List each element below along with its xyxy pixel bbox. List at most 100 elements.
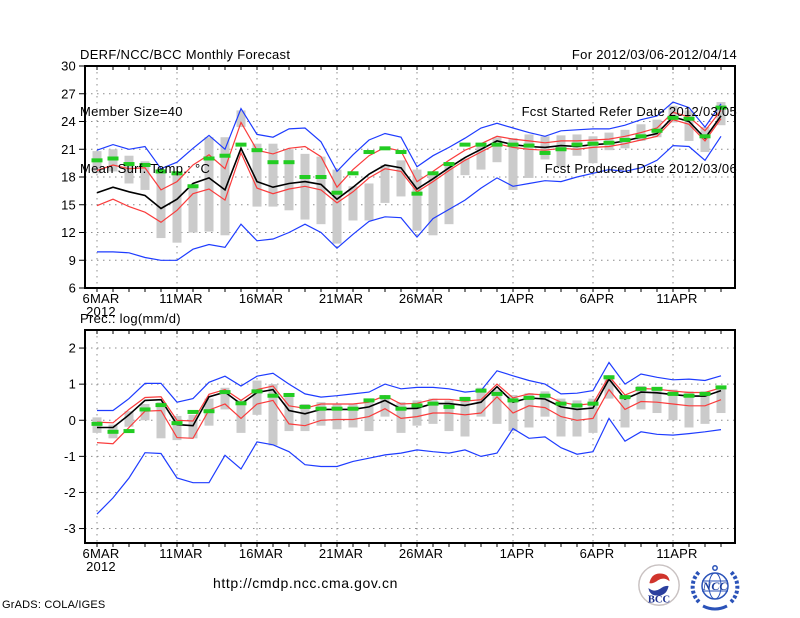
prec-chart-spread-bar — [620, 394, 630, 428]
prec-chart-spread-bar — [172, 415, 182, 441]
prec-chart-spread-bar — [412, 400, 422, 426]
temp-chart-spread-bar — [124, 155, 134, 184]
temp-chart-series — [96, 101, 722, 261]
temp-chart-spread-bar — [236, 110, 246, 128]
prec-chart-ytick-label: 1 — [69, 377, 76, 392]
grads-credit-text: GrADS: COLA/IGES — [2, 599, 106, 611]
prec-chart-spread-bar — [220, 387, 230, 410]
forecast-range-label: For 2012/03/06-2012/04/14 — [571, 47, 737, 62]
prec-chart-series — [96, 361, 722, 515]
temp-chart-ytick-label: 27 — [61, 86, 76, 101]
prec-chart-spread-bar — [268, 384, 278, 446]
prec-chart-spread-bar — [540, 391, 550, 417]
temp-chart-xtick-label: 11MAR — [159, 291, 202, 306]
prec-chart-spread-bar — [492, 389, 502, 424]
source-url-text: http://cmdp.ncc.cma.gov.cn — [213, 575, 398, 591]
temp-chart-ytick-label: 30 — [61, 59, 76, 74]
prec-chart-spread-bar — [572, 400, 582, 437]
bcc-logo-ring — [638, 564, 680, 606]
temp-chart-spread-bar — [204, 137, 214, 232]
temp-chart-xtick-label: 26MAR — [399, 291, 443, 306]
bcc-logo-text: BCC — [648, 594, 670, 605]
prec-chart-spread-bar — [556, 398, 566, 437]
prec-chart-spread-bar — [140, 404, 150, 421]
temp-chart-ytick-label: 6 — [69, 281, 76, 296]
temp-chart-spread-bar — [188, 186, 198, 233]
prec-chart-series-ens-min — [96, 417, 722, 515]
temp-chart-xtick-label: 16MAR — [239, 291, 283, 306]
temp-chart-series-plus-sigma — [96, 110, 722, 191]
prec-chart-spread-bar — [636, 385, 646, 410]
ncc-logo-text: NCC — [702, 579, 729, 593]
temp-chart-spread-bar — [412, 169, 422, 231]
prec-chart-spread-bar — [124, 411, 134, 427]
ncc-logo-ribbon — [702, 604, 728, 611]
prec-chart-series-plus-sigma — [96, 375, 722, 424]
prec-chart-spread-bar — [588, 398, 598, 433]
temp-chart-ytick-label: 9 — [69, 253, 76, 268]
temp-chart-spread-bar — [588, 136, 598, 164]
prec-chart-spread-bar — [332, 404, 342, 430]
prec-chart-spread-bar — [188, 414, 198, 439]
bcc-logo-red-swirl — [649, 573, 670, 584]
temp-chart-spread-bar — [268, 143, 278, 207]
prec-chart-spread-bar — [380, 394, 390, 417]
figure-title: DERF/NCC/BCC Monthly Forecast — [80, 47, 291, 62]
temp-chart-axis: 6 9 12 15 18 21 24 27 30 6MAR 11MAR 16MAR 21MAR 26MAR… — [61, 59, 736, 319]
temp-chart-climatology-dashes — [91, 105, 727, 196]
temp-chart-frame — [84, 65, 736, 289]
ncc-logo-meridian — [708, 572, 722, 600]
prec-chart-spread-bar — [460, 396, 470, 437]
temp-chart-spread-bar — [172, 172, 182, 243]
temp-chart-spread-bar — [252, 143, 262, 207]
temp-chart-spread-bar — [396, 160, 406, 197]
temp-chart-series-ens-min — [97, 135, 722, 261]
prec-chart-spread-bar — [668, 389, 678, 421]
member-size-label: Member Size=40 — [80, 104, 183, 119]
temp-chart-xtick-label: 21MAR — [319, 291, 363, 306]
prec-chart-series-minus-sigma — [96, 388, 722, 445]
temp-chart-spread-bar — [700, 127, 710, 153]
temp-chart-ytick-label: 18 — [61, 170, 76, 185]
prec-chart-xtick-label: 16MAR — [239, 546, 283, 561]
temp-chart-spread-bar — [220, 137, 230, 236]
ncc-logo-left-wreath — [690, 569, 702, 604]
header-left-block: DERF/NCC/BCC Monthly Forecast Member Siz… — [80, 7, 290, 216]
temp-chart-spread-bar — [524, 134, 534, 178]
prec-chart-series-ens-max — [97, 361, 722, 412]
bcc-logo-blue-swirl — [648, 585, 669, 596]
temp-panel-label: Mean Surf. Temp.: °C — [80, 161, 211, 176]
prec-chart-spread-bar — [652, 387, 662, 414]
temp-chart-spread-bar — [476, 146, 486, 170]
prec-chart-spread-bar — [300, 404, 310, 432]
temp-chart-series-ens-mean — [96, 115, 722, 210]
temp-chart-ytick-label: 15 — [61, 197, 76, 212]
prec-chart-series-ens-mean — [97, 377, 722, 429]
temp-chart-spread-bar — [140, 161, 150, 190]
prec-panel-label: Prec.: log(mm/d) — [80, 311, 181, 326]
temp-chart-spread-bar — [428, 175, 438, 236]
ncc-logo: NCC — [690, 565, 740, 611]
temp-chart-spread-bar — [668, 105, 678, 123]
temp-chart-spread-bar — [332, 169, 342, 244]
produced-date-label: Fcst Produced Date 2012/03/06 — [544, 161, 737, 176]
prec-chart-xtick-label: 1APR — [500, 546, 535, 561]
prec-chart-spread-bar — [684, 391, 694, 428]
prec-chart-ytick-label: 2 — [69, 341, 76, 356]
prec-chart-spread-bar — [252, 380, 262, 415]
prec-chart-spread-bar — [700, 391, 710, 424]
refer-date-label: Fcst Started Refer Date 2012/03/05 — [521, 104, 737, 119]
temp-chart-ytick-label: 12 — [61, 225, 76, 240]
prec-chart-spread-bar — [396, 402, 406, 433]
prec-chart-ytick-label: 0 — [69, 413, 76, 428]
prec-chart-climatology-dashes — [91, 375, 727, 434]
temp-chart-spread-bar — [364, 183, 374, 221]
temp-chart-spread-bar — [444, 163, 454, 225]
logo-group: BCC NCC — [633, 558, 748, 614]
prec-chart-ytick-label: -2 — [64, 485, 76, 500]
prec-chart-spread-bar — [444, 400, 454, 432]
prec-chart-xtick-label: 11APR — [656, 546, 697, 561]
